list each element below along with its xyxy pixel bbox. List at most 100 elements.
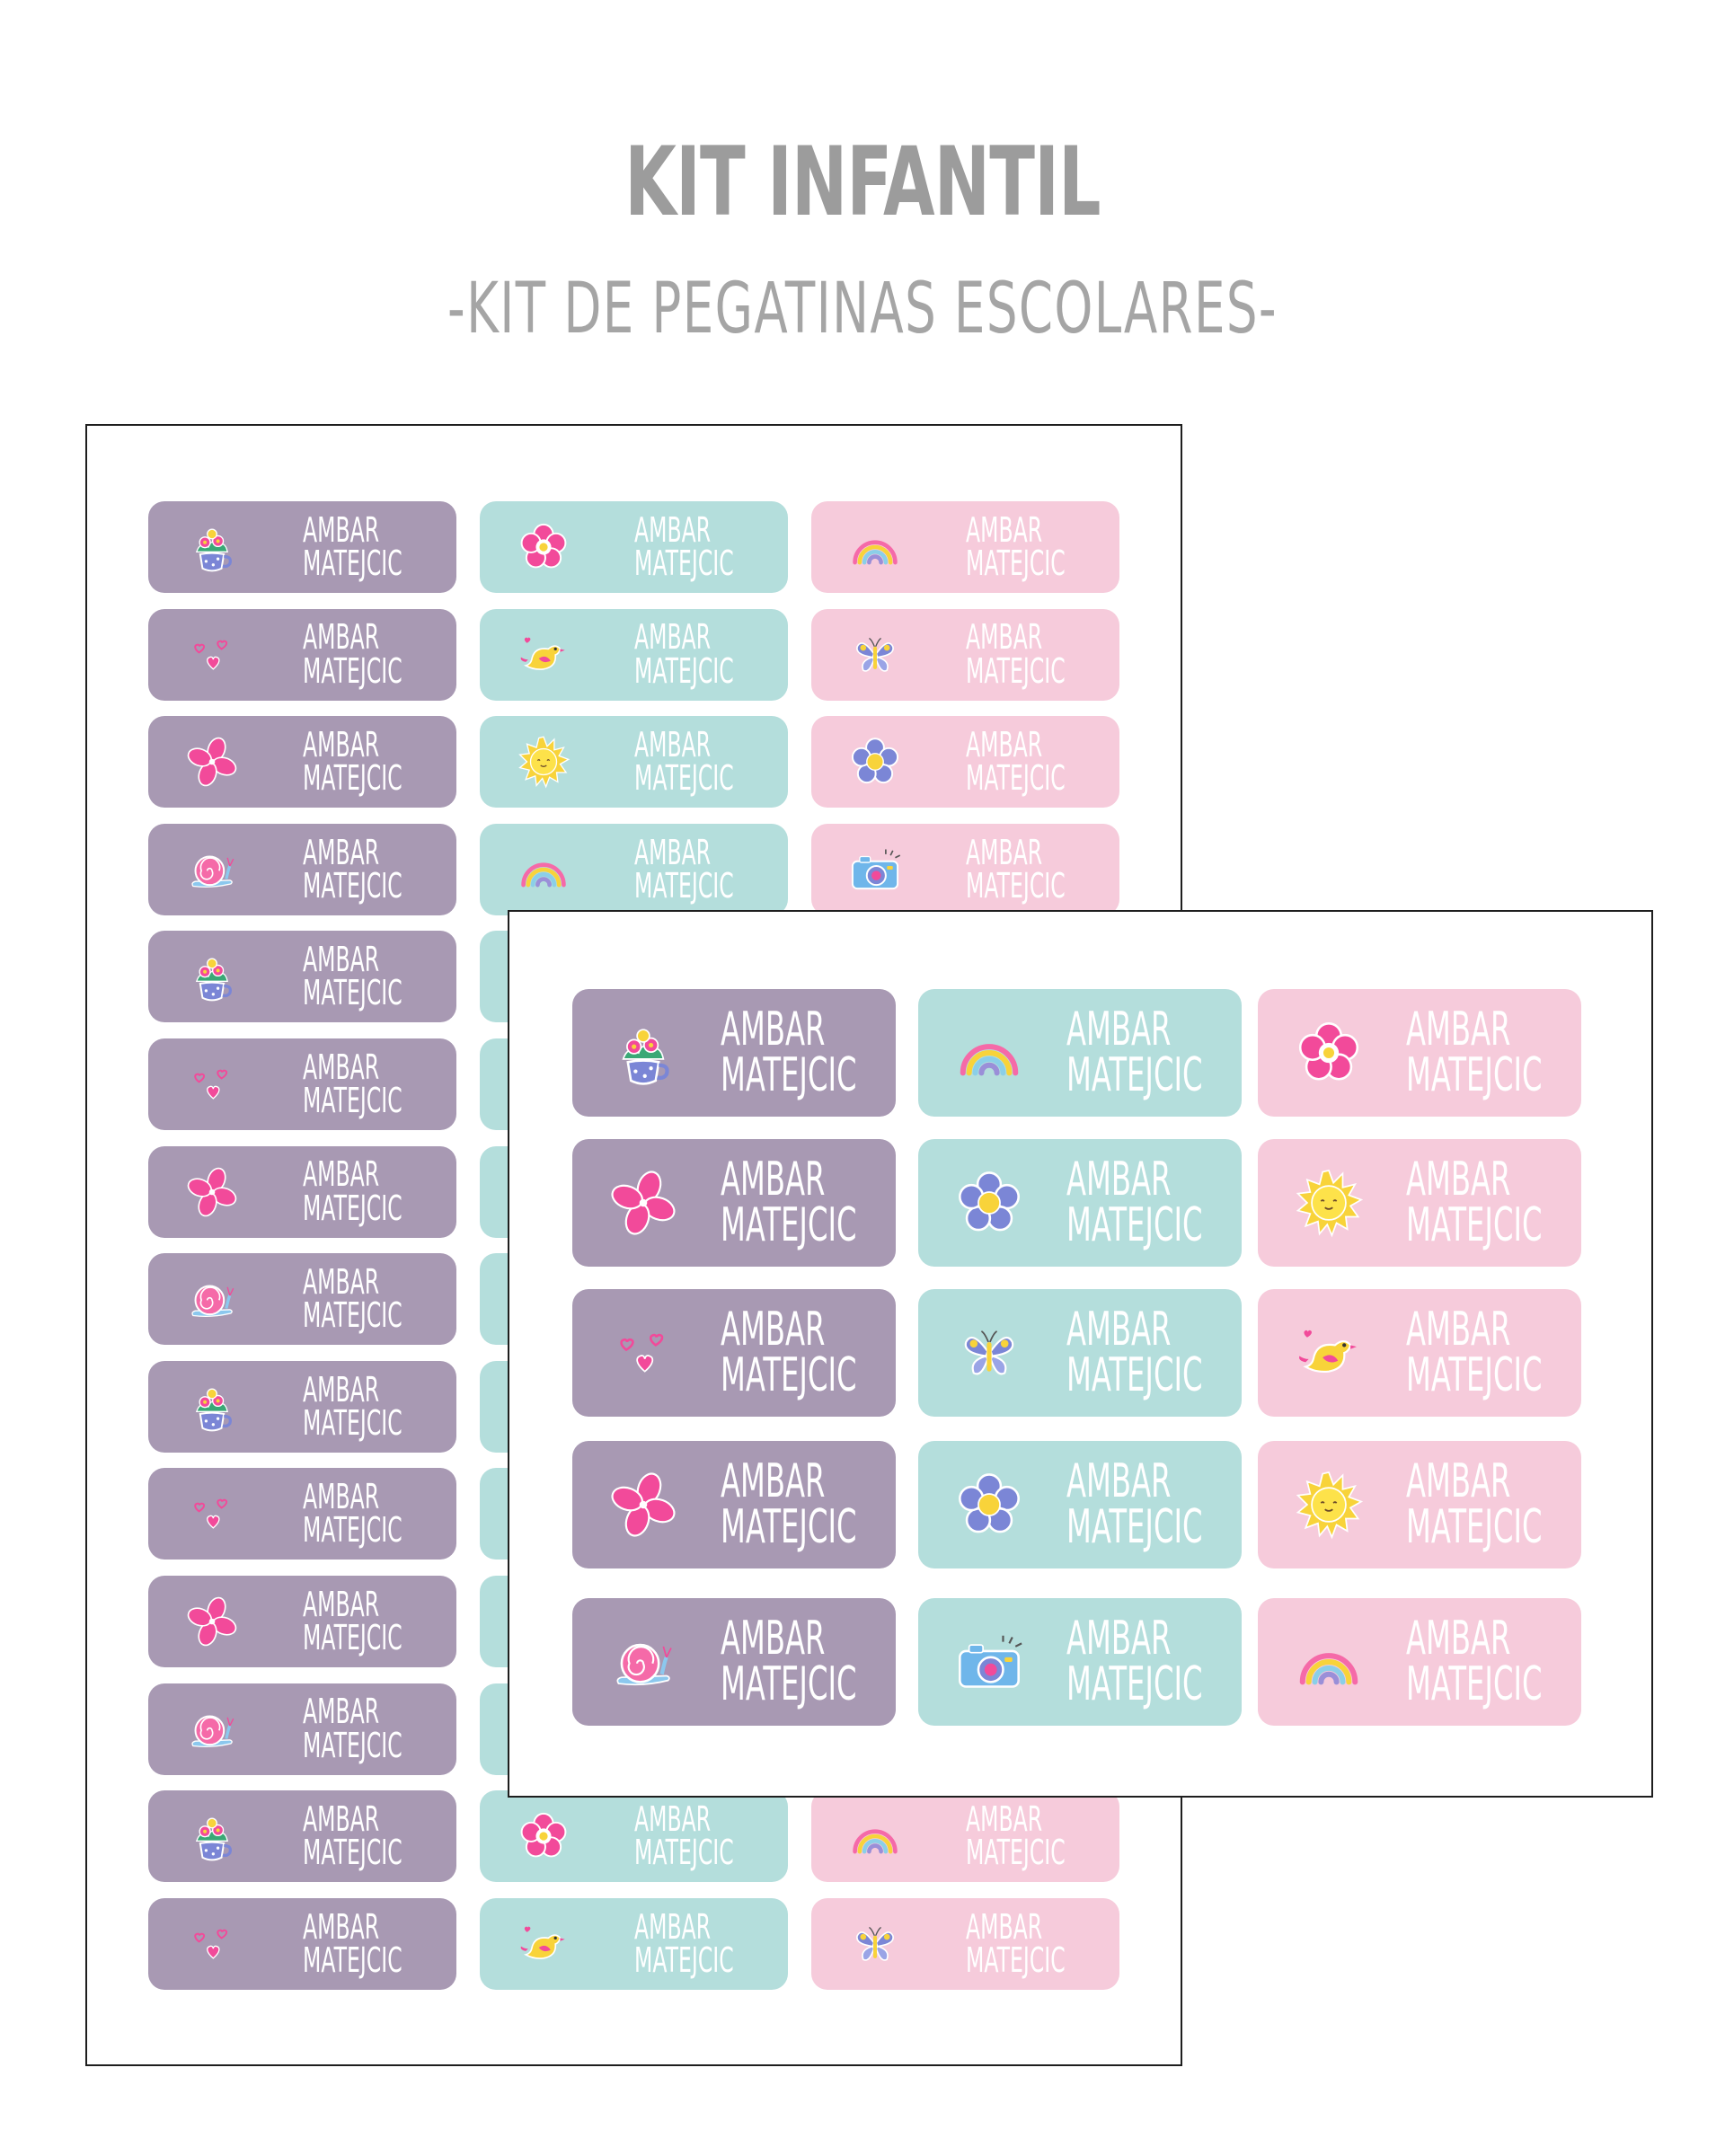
rainbow-icon bbox=[951, 1014, 1028, 1091]
sticker-first-name: AMBAR bbox=[303, 832, 380, 872]
teacup-flowers-icon bbox=[182, 1377, 242, 1436]
sticker-last-name: MATEJCIC bbox=[303, 1617, 402, 1657]
butterfly-icon bbox=[951, 1314, 1028, 1392]
sticker-last-name: MATEJCIC bbox=[303, 1940, 402, 1980]
snail-icon bbox=[182, 1269, 242, 1329]
sticker-first-name: AMBAR bbox=[303, 1154, 380, 1195]
pinwheel-flower-icon bbox=[605, 1466, 682, 1543]
sticker-first-name: AMBAR bbox=[1066, 1153, 1172, 1207]
sticker-last-name: MATEJCIC bbox=[303, 1833, 402, 1873]
sticker-last-name: MATEJCIC bbox=[634, 1833, 734, 1873]
teacup-flowers-icon bbox=[182, 947, 242, 1006]
butterfly-icon bbox=[845, 1914, 905, 1974]
blue-flower-icon bbox=[951, 1466, 1028, 1543]
teacup-flowers-icon bbox=[182, 1807, 242, 1866]
sticker-last-name: MATEJCIC bbox=[721, 1348, 857, 1402]
hearts-icon bbox=[605, 1314, 682, 1392]
sticker-first-name: AMBAR bbox=[634, 832, 712, 872]
teacup-flowers-icon bbox=[182, 517, 242, 577]
sticker-first-name: AMBAR bbox=[966, 1798, 1043, 1839]
sticker-first-name: AMBAR bbox=[1066, 1303, 1172, 1357]
sticker-first-name: AMBAR bbox=[721, 1612, 826, 1666]
sticker-last-name: MATEJCIC bbox=[966, 758, 1066, 799]
sticker-last-name: MATEJCIC bbox=[721, 1047, 857, 1102]
sticker-last-name: MATEJCIC bbox=[303, 973, 402, 1013]
pink-flower-icon bbox=[1290, 1014, 1367, 1091]
sticker-first-name: AMBAR bbox=[966, 724, 1043, 764]
sticker-last-name: MATEJCIC bbox=[634, 543, 734, 583]
sticker-first-name: AMBAR bbox=[1406, 1454, 1511, 1509]
sticker-first-name: AMBAR bbox=[721, 1454, 826, 1509]
sticker-last-name: MATEJCIC bbox=[634, 650, 734, 691]
sticker-first-name: AMBAR bbox=[303, 617, 380, 658]
sticker-first-name: AMBAR bbox=[634, 1906, 712, 1947]
sticker-first-name: AMBAR bbox=[1066, 1003, 1172, 1057]
rainbow-icon bbox=[514, 840, 573, 899]
sticker-first-name: AMBAR bbox=[303, 1369, 380, 1409]
sticker-first-name: AMBAR bbox=[1066, 1454, 1172, 1509]
sticker-last-name: MATEJCIC bbox=[721, 1197, 857, 1252]
sticker-first-name: AMBAR bbox=[966, 509, 1043, 550]
sticker-first-name: AMBAR bbox=[634, 617, 712, 658]
hearts-icon bbox=[182, 1055, 242, 1114]
sticker-first-name: AMBAR bbox=[966, 1906, 1043, 1947]
sticker-first-name: AMBAR bbox=[1406, 1003, 1511, 1057]
rainbow-icon bbox=[845, 517, 905, 577]
blue-flower-icon bbox=[951, 1164, 1028, 1241]
sticker-last-name: MATEJCIC bbox=[966, 650, 1066, 691]
page-subtitle: -KIT DE PEGATINAS ESCOLARES- bbox=[447, 269, 1278, 349]
sticker-last-name: MATEJCIC bbox=[966, 1940, 1066, 1980]
sticker-last-name: MATEJCIC bbox=[966, 865, 1066, 906]
sticker-last-name: MATEJCIC bbox=[634, 865, 734, 906]
sticker-first-name: AMBAR bbox=[303, 1798, 380, 1839]
sticker-last-name: MATEJCIC bbox=[1066, 1499, 1203, 1554]
sticker-last-name: MATEJCIC bbox=[1406, 1047, 1543, 1102]
sticker-last-name: MATEJCIC bbox=[1066, 1657, 1203, 1711]
sticker-last-name: MATEJCIC bbox=[303, 1402, 402, 1443]
sticker-first-name: AMBAR bbox=[303, 1047, 380, 1087]
sticker-first-name: AMBAR bbox=[634, 1798, 712, 1839]
sticker-last-name: MATEJCIC bbox=[303, 1725, 402, 1765]
pinwheel-flower-icon bbox=[605, 1164, 682, 1241]
sticker-last-name: MATEJCIC bbox=[1406, 1657, 1543, 1711]
sticker-last-name: MATEJCIC bbox=[1406, 1197, 1543, 1252]
